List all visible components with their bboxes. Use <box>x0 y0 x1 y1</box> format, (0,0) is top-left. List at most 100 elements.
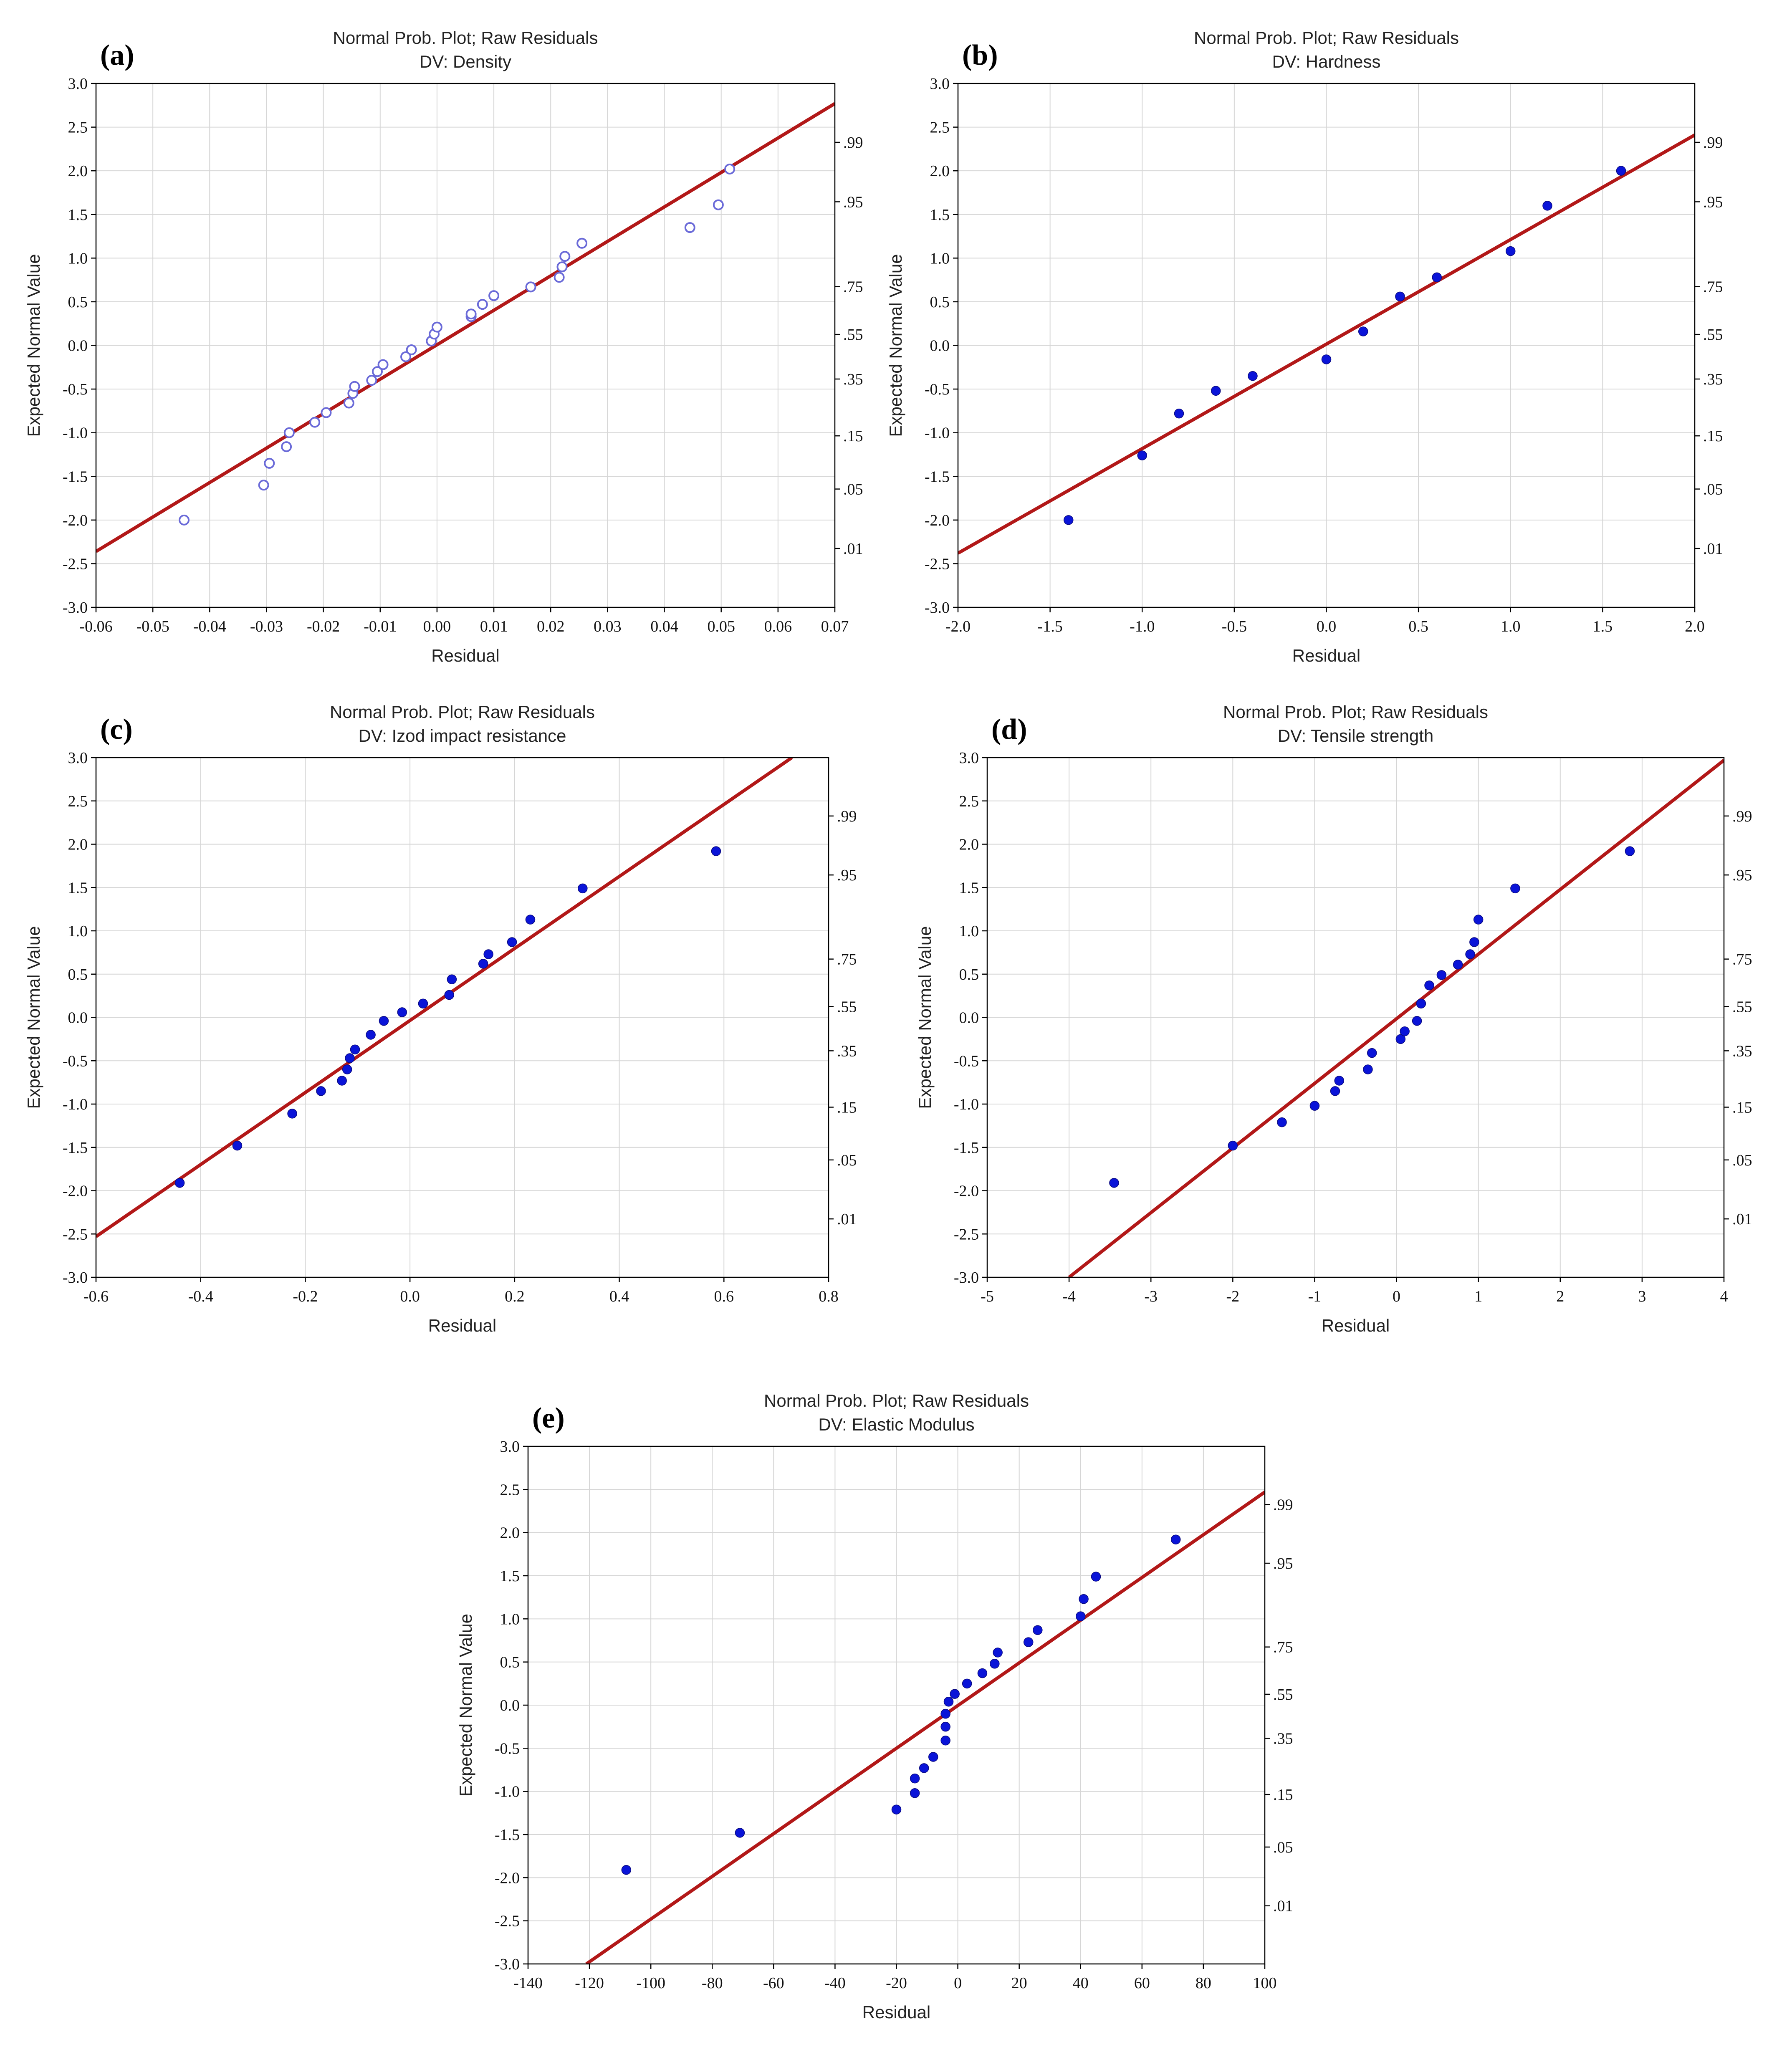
data-point <box>366 375 377 386</box>
x-tick-label: 0.4 <box>609 1288 629 1305</box>
data-point <box>928 1752 938 1762</box>
y-axis-label: Expected Normal Value <box>456 1614 475 1797</box>
data-point <box>940 1708 950 1719</box>
y-tick-label: -1.0 <box>63 425 88 442</box>
data-point <box>372 366 383 377</box>
fit-line <box>96 102 835 553</box>
data-point <box>350 1044 360 1055</box>
y-tick-label: 0.5 <box>500 1654 520 1671</box>
data-point <box>309 417 321 428</box>
data-point <box>910 1773 920 1784</box>
prob-tick-label: .95 <box>1703 193 1723 211</box>
data-point <box>1064 515 1074 525</box>
y-tick-label: 0.0 <box>930 337 950 355</box>
data-point <box>345 1053 355 1063</box>
y-tick-label: -2.5 <box>925 555 950 573</box>
prob-tick-label: .95 <box>1732 867 1752 884</box>
chart-subtitle: DV: Elastic Modulus <box>818 1415 974 1434</box>
data-point <box>1277 1117 1287 1127</box>
x-tick-label: -0.4 <box>188 1288 213 1305</box>
data-point <box>447 974 457 984</box>
data-point <box>1248 371 1258 381</box>
y-tick-label: 0.0 <box>68 1009 88 1027</box>
data-point <box>1334 1076 1345 1086</box>
y-tick-label: 1.0 <box>68 922 88 940</box>
data-point <box>891 1804 902 1815</box>
y-tick-label: 0.0 <box>68 337 88 355</box>
data-point <box>337 1076 347 1086</box>
data-point <box>1395 1034 1406 1044</box>
prob-tick-label: .55 <box>843 326 863 344</box>
plot-frame <box>95 757 829 1278</box>
y-tick-label: -3.0 <box>63 1269 88 1286</box>
prob-tick-label: .99 <box>1703 134 1723 152</box>
data-point <box>1023 1637 1034 1647</box>
prob-tick-label: .55 <box>1273 1686 1293 1703</box>
chart-panel-3: -0.6 -0.4 -0.2 0.0 0.2 0.4 0.6 0.8 -3.0 -2.5 -2.0 -… <box>24 702 857 1335</box>
y-tick-label: 1.0 <box>500 1610 520 1628</box>
data-point <box>1453 960 1463 970</box>
data-point <box>477 299 488 310</box>
prob-tick-label: .35 <box>837 1042 857 1060</box>
y-tick-label: 2.5 <box>68 119 88 136</box>
prob-tick-label: .05 <box>1273 1839 1293 1856</box>
data-point <box>1321 354 1332 364</box>
data-point <box>1079 1594 1089 1604</box>
data-point <box>377 359 389 370</box>
data-point <box>232 1140 243 1151</box>
prob-tick-label: .95 <box>837 867 857 884</box>
x-tick-label: 1.5 <box>1593 618 1613 635</box>
data-point <box>431 321 442 333</box>
x-tick-label: 1 <box>1474 1288 1482 1305</box>
data-point <box>1174 408 1184 419</box>
prob-tick-label: .55 <box>837 998 857 1016</box>
y-tick-label: -1.0 <box>925 425 950 442</box>
fit-line <box>958 133 1695 555</box>
data-point <box>1424 980 1434 991</box>
fit-line <box>1068 759 1724 1277</box>
data-point <box>258 480 269 491</box>
y-tick-label: -1.5 <box>954 1139 979 1157</box>
data-point <box>397 1007 407 1017</box>
data-point <box>406 344 417 355</box>
data-point <box>1432 272 1442 283</box>
y-tick-label: -2.5 <box>954 1226 979 1243</box>
x-tick-label: 0.0 <box>400 1288 420 1305</box>
x-tick-label: -4 <box>1062 1288 1076 1305</box>
y-tick-label: 1.5 <box>959 879 979 897</box>
y-tick-label: 3.0 <box>930 75 950 93</box>
data-point <box>1473 915 1484 925</box>
x-tick-label: -20 <box>886 1974 907 1992</box>
prob-tick-label: .01 <box>1273 1898 1293 1915</box>
data-point <box>1170 1534 1181 1544</box>
data-point <box>316 1086 326 1096</box>
data-point <box>366 1030 376 1040</box>
y-tick-label: -0.5 <box>63 1052 88 1070</box>
y-tick-label: -2.0 <box>954 1183 979 1200</box>
chart-subtitle: DV: Hardness <box>1272 52 1381 71</box>
data-point <box>977 1668 988 1678</box>
data-point <box>525 281 536 293</box>
prob-tick-label: .55 <box>1732 998 1752 1016</box>
y-tick-label: 1.0 <box>68 250 88 267</box>
x-tick-label: 0 <box>954 1974 962 1992</box>
prob-tick-label: .15 <box>1273 1786 1293 1804</box>
data-point <box>1395 291 1405 302</box>
data-point <box>735 1828 745 1838</box>
x-tick-label: 0.03 <box>594 618 622 635</box>
chart-title: Normal Prob. Plot; Raw Residuals <box>1223 702 1488 722</box>
x-tick-label: -1.0 <box>1130 618 1155 635</box>
x-tick-label: -0.06 <box>79 618 112 635</box>
panel-label: (e) <box>532 1402 565 1434</box>
data-point <box>444 990 454 1000</box>
x-tick-label: -120 <box>575 1974 604 1992</box>
data-point <box>1330 1086 1340 1096</box>
data-point <box>1076 1611 1086 1621</box>
x-tick-label: -80 <box>702 1974 723 1992</box>
y-tick-label: -3.0 <box>63 599 88 617</box>
x-tick-label: 4 <box>1720 1288 1728 1305</box>
x-tick-label: -0.5 <box>1222 618 1247 635</box>
data-point <box>400 351 412 362</box>
x-tick-label: -0.05 <box>136 618 169 635</box>
